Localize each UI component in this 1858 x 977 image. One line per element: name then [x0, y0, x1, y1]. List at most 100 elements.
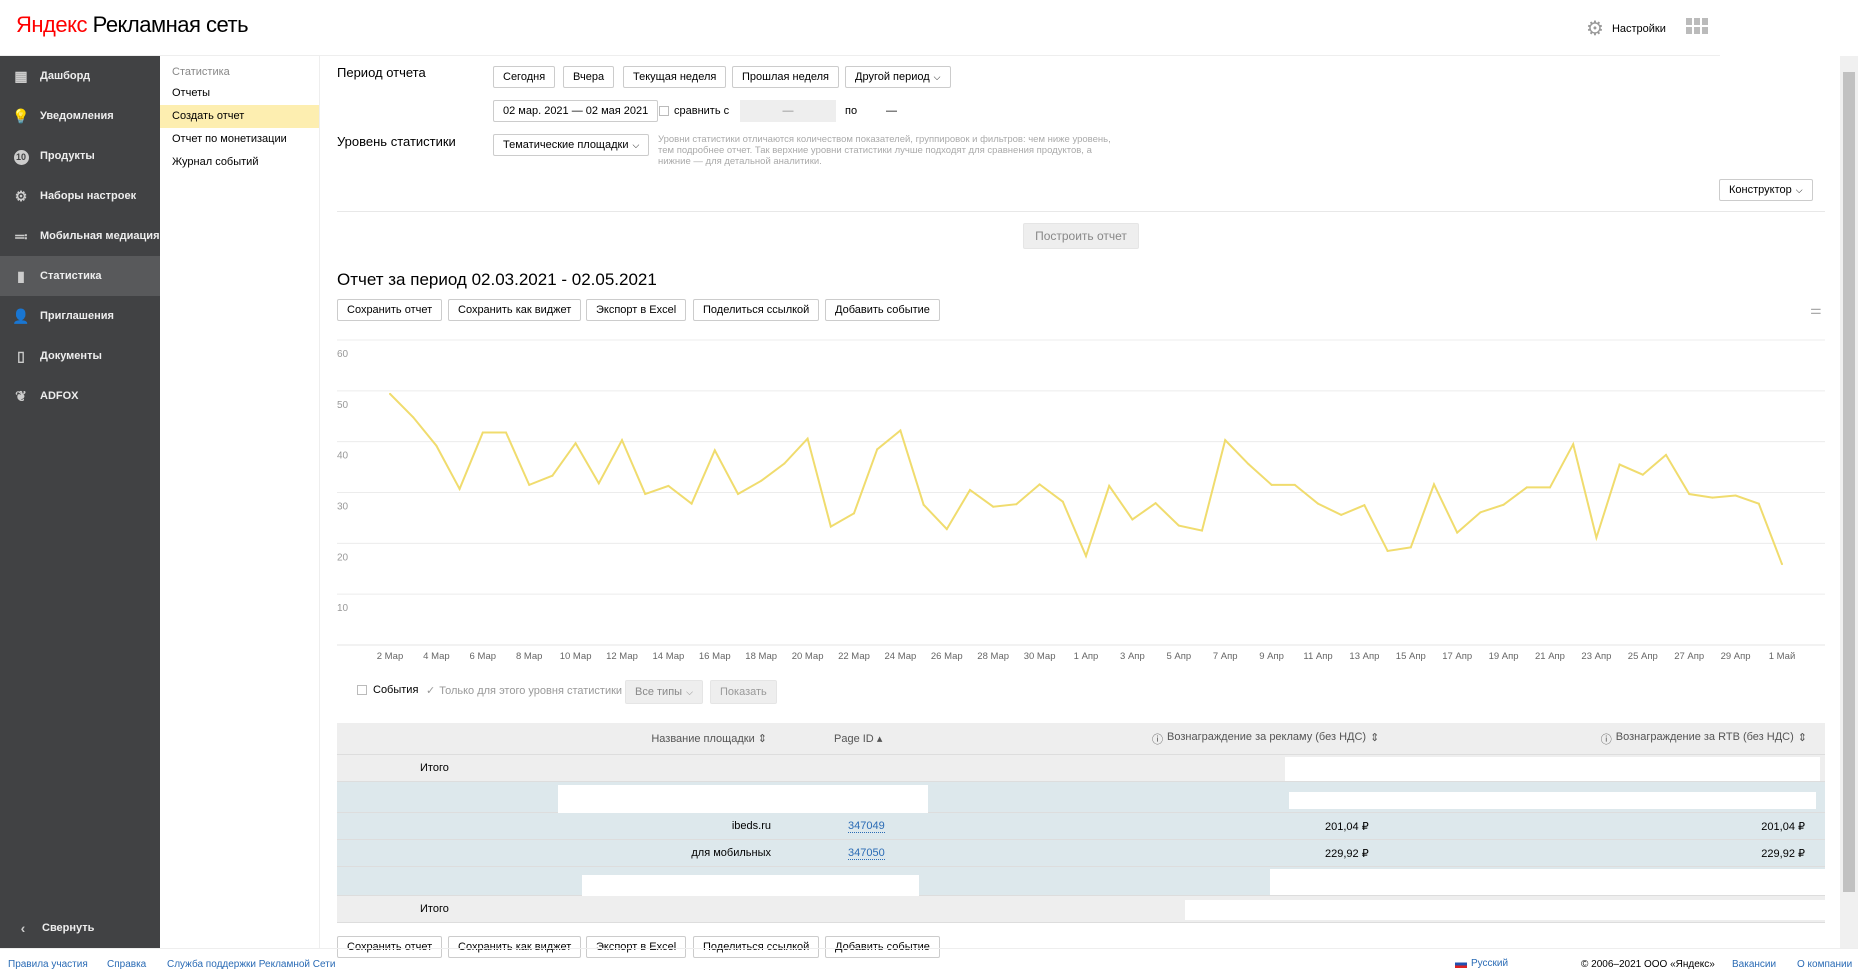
current-week-button[interactable]: Текущая неделя	[623, 66, 727, 88]
help-icon[interactable]: ⓘ	[1600, 733, 1612, 746]
today-button[interactable]: Сегодня	[493, 66, 556, 88]
events-checkbox[interactable]	[357, 685, 367, 695]
column-ad-reward[interactable]: ⓘ Вознаграждение за рекламу (без НДС) ⇕	[1152, 731, 1379, 747]
column-label: Вознаграждение за RTB (без НДС)	[1615, 730, 1794, 743]
footer-link-help[interactable]: Справка	[107, 959, 147, 970]
column-site-name[interactable]: Название площадки ⇕	[651, 732, 767, 745]
footer-link-support[interactable]: Служба поддержки Рекламной Сети	[167, 959, 336, 970]
scrollbar-thumb[interactable]	[1843, 72, 1855, 892]
level-label: Уровень статистики	[337, 134, 456, 149]
data-point	[737, 493, 739, 496]
sidebar-item-bulb[interactable]: 💡 Уведомления	[0, 96, 160, 136]
footer-link-about[interactable]: О компании	[1797, 959, 1853, 970]
submenu-item-reports[interactable]: Отчеты	[172, 87, 211, 99]
data-point	[1154, 502, 1157, 505]
save-report-button[interactable]: Сохранить отчет	[337, 299, 443, 321]
constructor-dropdown[interactable]: Конструктор ⌵	[1719, 179, 1813, 201]
data-point	[389, 392, 391, 395]
compare-toggle[interactable]: сравнить с	[659, 105, 729, 117]
save-report-button-bottom[interactable]: Сохранить отчет	[337, 936, 443, 958]
sidebar-item-label: Документы	[40, 350, 102, 362]
only-level-label: Только для этого уровня статистики	[439, 684, 623, 697]
x-tick-label: 4 Мар	[423, 651, 450, 662]
footer-link-vacancies[interactable]: Вакансии	[1732, 959, 1777, 970]
data-point	[1665, 453, 1667, 456]
page-id-link[interactable]: 347049	[848, 819, 885, 833]
export-excel-button[interactable]: Экспорт в Excel	[586, 299, 687, 321]
x-tick-label: 20 Мар	[792, 651, 824, 662]
last-week-button[interactable]: Прошлая неделя	[732, 66, 840, 88]
sidebar-item-gear[interactable]: ⚙ Наборы настроек	[0, 176, 160, 216]
data-point	[1177, 524, 1180, 527]
sidebar-item-mediation[interactable]: ≕ Мобильная медиация	[0, 216, 160, 256]
settings-label: Настройки	[1611, 22, 1666, 35]
footer-link-rules[interactable]: Правила участия	[8, 959, 88, 970]
line-chart: 10 20 30 40 50 60 2 Мар 4 Мар 6 Мар 8 Мар 10 Мар 12…	[337, 339, 1825, 662]
header: Яндекс Рекламная сеть ⚙ Настройки	[0, 0, 1720, 56]
share-link-button-bottom[interactable]: Поделиться ссылкой	[693, 936, 820, 958]
collapse-button[interactable]: ‹ Свернуть	[0, 908, 160, 948]
save-widget-button-bottom[interactable]: Сохранить как виджет	[448, 936, 582, 958]
chart-settings-icon[interactable]: ⚌	[1810, 302, 1822, 317]
export-excel-button-bottom[interactable]: Экспорт в Excel	[586, 936, 687, 958]
sidebar-item-invite[interactable]: 👤 Приглашения	[0, 296, 160, 336]
sidebar-item-dashboard[interactable]: ▦ Дашборд	[0, 56, 160, 96]
sidebar-item-products[interactable]: 10 Продукты	[0, 136, 160, 176]
apps-grid-icon[interactable]	[1686, 18, 1708, 34]
data-point	[1618, 463, 1621, 466]
event-types-dropdown[interactable]: Все типы ⌵	[625, 680, 703, 704]
sort-icon: ⇕	[757, 733, 767, 745]
events-toggle[interactable]: События	[357, 684, 418, 696]
total-row: Итого	[337, 755, 1825, 782]
y-tick-label: 50	[337, 400, 349, 411]
yesterday-button[interactable]: Вчера	[563, 66, 615, 88]
column-page-id[interactable]: Page ID ▴	[834, 732, 882, 745]
x-tick-label: 27 Апр	[1674, 651, 1704, 662]
date-range-input[interactable]: 02 мар. 2021 — 02 мая 2021	[493, 100, 659, 122]
share-link-button[interactable]: Поделиться ссылкой	[693, 299, 820, 321]
settings-link[interactable]: ⚙ Настройки	[1586, 16, 1666, 41]
sidebar: ▦ Дашборд 💡 Уведомления 10 Продукты ⚙ Наборы на…	[0, 56, 160, 948]
x-tick-label: 29 Апр	[1721, 651, 1751, 662]
level-dropdown[interactable]: Тематические площадки ⌵	[493, 134, 650, 156]
compare-to-input[interactable]: —	[886, 105, 897, 117]
data-point	[621, 439, 623, 442]
other-period-dropdown[interactable]: Другой период ⌵	[845, 66, 951, 88]
checkmark-icon: ✓	[426, 685, 436, 697]
data-point	[1688, 493, 1691, 496]
compare-checkbox[interactable]	[659, 106, 669, 116]
sidebar-item-stats[interactable]: ▮ Статистика	[0, 256, 160, 296]
data-point	[1409, 546, 1412, 549]
build-report-button[interactable]: Построить отчет	[1023, 223, 1139, 249]
sidebar-item-adfox[interactable]: ❦ ADFOX	[0, 376, 160, 416]
column-rtb-reward[interactable]: ⓘ Вознаграждение за RTB (без НДС) ⇕	[1601, 731, 1807, 747]
table-row	[337, 782, 1825, 813]
x-tick-label: 6 Мар	[470, 651, 497, 662]
help-icon[interactable]: ⓘ	[1152, 733, 1163, 746]
page-id-link[interactable]: 347050	[848, 846, 885, 860]
data-point	[644, 493, 647, 496]
data-point	[969, 488, 971, 491]
sidebar-item-document[interactable]: ▯ Документы	[0, 336, 160, 376]
table-row	[337, 867, 1826, 897]
add-event-button-bottom[interactable]: Добавить событие	[825, 936, 940, 958]
only-level-toggle[interactable]: ✓ Только для этого уровня статистики	[426, 684, 623, 698]
data-point	[481, 431, 484, 434]
x-tick-label: 26 Мар	[931, 651, 963, 662]
submenu-item-event-log[interactable]: Журнал событий	[172, 156, 259, 168]
data-point	[412, 416, 415, 419]
show-events-button[interactable]: Показать	[710, 680, 777, 704]
submenu-item-create-report[interactable]: Создать отчет	[160, 105, 319, 128]
sort-icon: ⇕	[1370, 731, 1380, 744]
compare-from-input[interactable]: —	[740, 100, 836, 122]
data-point	[1293, 483, 1296, 486]
submenu-item-monetization[interactable]: Отчет по монетизации	[172, 133, 287, 145]
series-line	[389, 393, 1783, 565]
language-selector[interactable]: Русский	[1455, 958, 1508, 969]
logo[interactable]: Яндекс Рекламная сеть	[16, 12, 249, 38]
save-widget-button[interactable]: Сохранить как виджет	[448, 299, 582, 321]
language-label: Русский	[1471, 958, 1509, 969]
invite-icon: 👤	[12, 307, 30, 324]
site-name: ibeds.ru	[731, 820, 771, 832]
add-event-button[interactable]: Добавить событие	[825, 299, 940, 321]
